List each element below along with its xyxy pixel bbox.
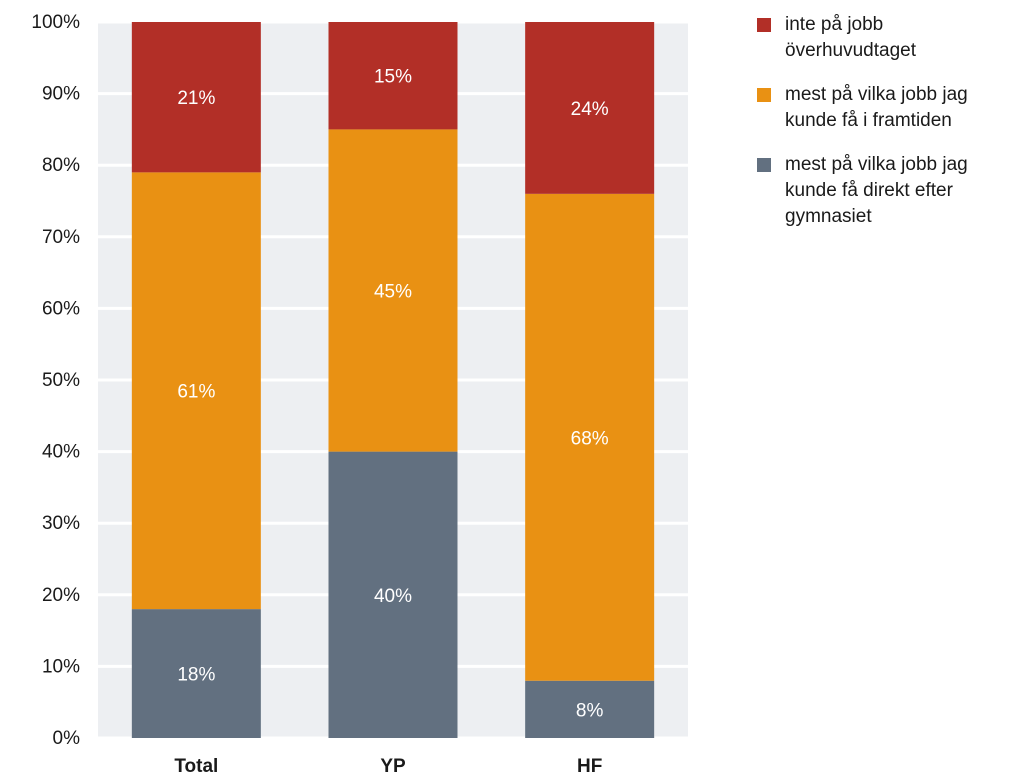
data-label: 8%	[576, 700, 604, 721]
legend-item-direct-job: mest på vilka jobb jag kunde få direkt e…	[757, 152, 1017, 230]
x-axis-category-labels: Total YP HF	[174, 756, 602, 776]
legend-label: mest på vilka jobb jag kunde få i framti…	[785, 84, 968, 131]
y-tick-label: 30%	[42, 513, 80, 534]
bar-segment	[131, 609, 261, 738]
y-tick-label: 80%	[42, 155, 80, 176]
bar-segment	[525, 22, 655, 194]
y-tick-label: 50%	[42, 370, 80, 391]
legend-item-not-job: inte på jobb överhuvudtaget	[757, 12, 1017, 64]
bar-segment	[131, 172, 261, 610]
data-label: 40%	[374, 586, 412, 607]
data-label: 45%	[374, 282, 412, 303]
x-category-label: Total	[174, 756, 218, 776]
y-tick-label: 0%	[53, 728, 81, 749]
data-label: 24%	[571, 99, 609, 120]
bar-segment	[328, 22, 458, 130]
legend-swatch-icon	[757, 18, 771, 32]
bar-segment	[328, 129, 458, 452]
y-tick-label: 100%	[31, 12, 80, 33]
data-label: 15%	[374, 67, 412, 88]
y-tick-label: 40%	[42, 442, 80, 463]
bar-segment	[525, 680, 655, 738]
data-label: 61%	[177, 382, 215, 403]
y-tick-label: 70%	[42, 227, 80, 248]
bars: 18% 61% 21% 40% 45% 15% 8% 68% 24%	[131, 22, 655, 738]
data-label: 18%	[177, 665, 215, 686]
y-tick-label: 60%	[42, 298, 80, 319]
y-tick-label: 10%	[42, 656, 80, 677]
legend: inte på jobb överhuvudtaget mest på vilk…	[757, 12, 1017, 248]
x-category-label: YP	[380, 756, 406, 776]
legend-swatch-icon	[757, 158, 771, 172]
x-category-label: HF	[577, 756, 602, 776]
y-tick-label: 90%	[42, 84, 80, 105]
legend-label: mest på vilka jobb jag kunde få direkt e…	[785, 154, 968, 227]
y-tick-label: 20%	[42, 585, 80, 606]
y-axis-tick-labels: 0% 10% 20% 30% 40% 50% 60% 70% 80% 90% 100%	[31, 12, 80, 749]
data-label: 21%	[177, 88, 215, 109]
legend-item-future-job: mest på vilka jobb jag kunde få i framti…	[757, 82, 1017, 134]
bar-segment	[131, 22, 261, 173]
legend-swatch-icon	[757, 88, 771, 102]
bar-segment	[328, 451, 458, 738]
data-label: 68%	[571, 428, 609, 449]
bar-segment	[525, 193, 655, 681]
legend-label: inte på jobb överhuvudtaget	[785, 14, 916, 61]
